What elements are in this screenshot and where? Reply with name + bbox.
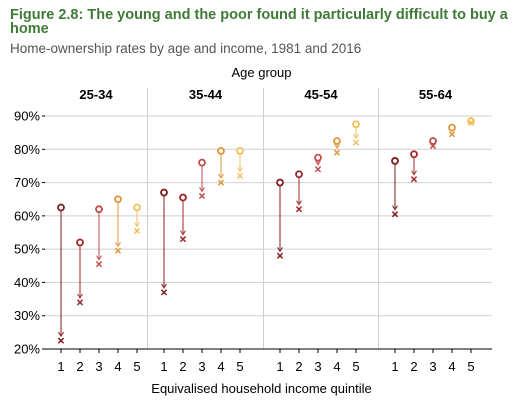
x-tick-label: 2: [295, 359, 302, 374]
change-arrow-head: [58, 331, 64, 338]
x-tick-label: 5: [133, 359, 140, 374]
marker-2016: [236, 172, 244, 180]
x-tick-label: 5: [236, 359, 243, 374]
y-tick-label: 50%: [14, 242, 40, 257]
x-tick-label: 3: [429, 359, 436, 374]
marker-1981: [236, 147, 244, 155]
marker-2016: [114, 247, 122, 254]
marker-2016: [448, 131, 456, 138]
change-arrow-head: [199, 187, 205, 193]
marker-2016: [429, 142, 437, 150]
marker-2016: [352, 139, 360, 146]
y-tick-label: 90%: [14, 109, 40, 124]
marker-2016: [276, 252, 284, 259]
marker-1981: [198, 158, 206, 167]
marker-1981: [179, 193, 187, 202]
y-tick-label: 60%: [14, 208, 40, 223]
marker-1981: [217, 147, 225, 155]
x-tick-label: 5: [352, 359, 359, 374]
marker-2016: [314, 166, 322, 173]
panel-title-25-34: 25-34: [79, 87, 113, 102]
marker-2016: [179, 236, 187, 243]
x-axis-title: Equivalised household income quintile: [151, 381, 372, 396]
change-arrow-head: [134, 222, 140, 228]
chart-subtitle: Home-ownership rates by age and income, …: [10, 41, 362, 56]
marker-1981: [448, 123, 456, 132]
marker-2016: [57, 337, 65, 344]
change-arrow-head: [96, 255, 102, 261]
change-arrow-head: [77, 293, 83, 299]
change-arrow-head: [334, 143, 340, 150]
x-tick-label: 3: [198, 359, 205, 374]
change-arrow-head: [180, 230, 186, 236]
y-tick-label: 80%: [14, 142, 40, 157]
x-tick-label: 4: [217, 359, 224, 374]
marker-1981: [95, 205, 103, 214]
panel-title-45-54: 45-54: [304, 87, 338, 102]
x-tick-label: 5: [467, 359, 474, 374]
marker-1981: [391, 157, 399, 165]
marker-2016: [295, 206, 303, 213]
marker-1981: [333, 137, 341, 145]
panel-title-55-64: 55-64: [419, 87, 453, 102]
marker-2016: [467, 119, 475, 126]
x-tick-label: 3: [314, 359, 321, 374]
x-tick-label: 2: [76, 359, 83, 374]
x-tick-label: 1: [160, 359, 167, 374]
x-tick-label: 1: [391, 359, 398, 374]
x-tick-label: 1: [276, 359, 283, 374]
marker-2016: [95, 260, 103, 268]
marker-1981: [410, 150, 418, 159]
marker-1981: [314, 153, 322, 162]
change-arrow-head: [411, 170, 417, 176]
change-arrow-head: [115, 242, 121, 248]
marker-2016: [391, 211, 399, 218]
change-arrow-head: [353, 133, 359, 140]
x-tick-label: 4: [333, 359, 340, 374]
marker-1981: [295, 170, 303, 179]
y-tick-label: 30%: [14, 308, 40, 323]
change-arrow-head: [161, 283, 167, 289]
marker-2016: [217, 179, 225, 186]
chart-title: Figure 2.8: The young and the poor found…: [10, 7, 508, 37]
marker-1981: [133, 203, 141, 212]
marker-1981: [114, 195, 122, 204]
y-tick-label: 40%: [14, 275, 40, 290]
marker-1981: [76, 238, 84, 247]
marker-1981: [429, 137, 437, 145]
marker-1981: [57, 203, 65, 212]
x-tick-label: 4: [114, 359, 121, 374]
marker-1981: [160, 188, 168, 197]
panel-title-35-44: 35-44: [189, 87, 223, 102]
change-arrow-head: [296, 200, 302, 206]
x-tick-label: 2: [410, 359, 417, 374]
change-arrow-head: [277, 247, 283, 253]
x-tick-label: 2: [179, 359, 186, 374]
marker-1981: [467, 117, 475, 125]
marker-2016: [198, 192, 206, 200]
change-arrow-head: [237, 167, 243, 173]
marker-2016: [160, 289, 168, 296]
x-tick-label: 4: [448, 359, 455, 374]
y-tick-label: 20%: [14, 342, 40, 357]
x-tick-label: 3: [95, 359, 102, 374]
marker-1981: [276, 178, 284, 187]
marker-2016: [133, 227, 141, 234]
x-tick-label: 1: [57, 359, 64, 374]
group-axis-label: Age group: [231, 65, 292, 80]
marker-2016: [410, 176, 418, 183]
change-arrow-head: [218, 173, 224, 180]
marker-2016: [76, 299, 84, 306]
y-tick-label: 70%: [14, 175, 40, 190]
marker-2016: [333, 149, 341, 156]
marker-1981: [352, 120, 360, 129]
change-arrow-head: [315, 160, 321, 166]
change-arrow-head: [392, 205, 398, 211]
